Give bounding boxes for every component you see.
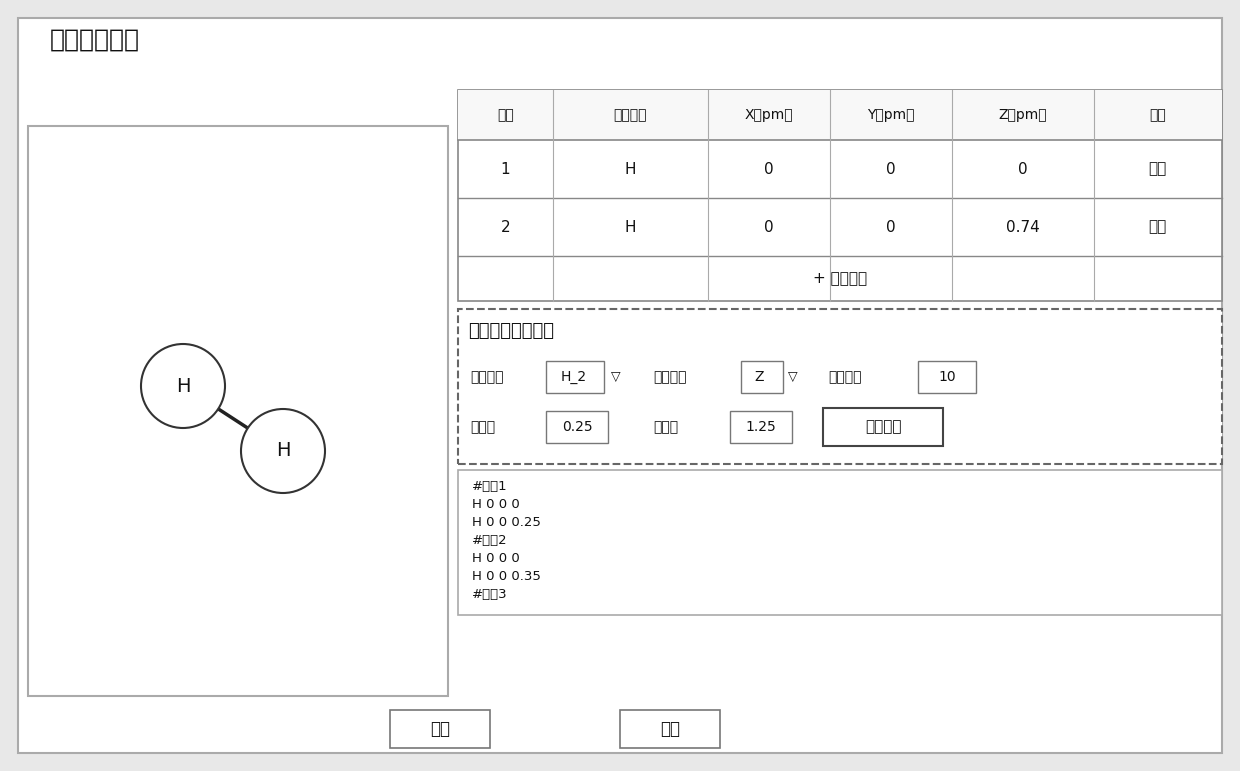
Text: 快速设置一组坐标: 快速设置一组坐标 xyxy=(467,322,554,340)
Text: 0.25: 0.25 xyxy=(562,420,593,434)
Text: Z（pm）: Z（pm） xyxy=(998,108,1047,122)
Text: #节点1: #节点1 xyxy=(472,480,507,493)
Text: 0: 0 xyxy=(1018,161,1028,177)
FancyBboxPatch shape xyxy=(620,710,720,748)
FancyBboxPatch shape xyxy=(546,361,604,393)
Text: 0: 0 xyxy=(885,220,895,234)
Text: 节点个数: 节点个数 xyxy=(828,370,862,384)
Text: 编号: 编号 xyxy=(497,108,513,122)
Text: H 0 0 0: H 0 0 0 xyxy=(472,551,520,564)
Text: ▽: ▽ xyxy=(611,371,621,383)
FancyBboxPatch shape xyxy=(458,90,1221,140)
FancyBboxPatch shape xyxy=(391,710,490,748)
FancyBboxPatch shape xyxy=(730,411,792,443)
Text: 删除: 删除 xyxy=(1148,161,1167,177)
FancyBboxPatch shape xyxy=(918,361,976,393)
Text: 确定: 确定 xyxy=(430,720,450,738)
Text: 扫描坐标: 扫描坐标 xyxy=(653,370,687,384)
FancyBboxPatch shape xyxy=(458,470,1221,615)
FancyBboxPatch shape xyxy=(823,408,942,446)
Text: X（pm）: X（pm） xyxy=(745,108,794,122)
Text: H 0 0 0: H 0 0 0 xyxy=(472,497,520,510)
Text: 0: 0 xyxy=(764,220,774,234)
Ellipse shape xyxy=(141,344,224,428)
FancyBboxPatch shape xyxy=(742,361,782,393)
Text: 2: 2 xyxy=(501,220,510,234)
Text: H: H xyxy=(625,220,636,234)
FancyBboxPatch shape xyxy=(458,90,1221,301)
Text: 起始値: 起始値 xyxy=(470,420,495,434)
Text: 10: 10 xyxy=(939,370,956,384)
Text: 结束値: 结束値 xyxy=(653,420,678,434)
Text: Y（pm）: Y（pm） xyxy=(867,108,914,122)
Text: + 添加原子: + 添加原子 xyxy=(813,271,867,286)
Text: 分子模型配置: 分子模型配置 xyxy=(50,28,140,52)
Text: H 0 0 0.25: H 0 0 0.25 xyxy=(472,516,541,528)
Text: 0: 0 xyxy=(764,161,774,177)
FancyBboxPatch shape xyxy=(19,18,1221,753)
Text: 0.74: 0.74 xyxy=(1006,220,1039,234)
FancyBboxPatch shape xyxy=(458,309,1221,464)
Text: H: H xyxy=(625,161,636,177)
Text: 0: 0 xyxy=(885,161,895,177)
FancyBboxPatch shape xyxy=(546,411,608,443)
Text: Z: Z xyxy=(754,370,764,384)
Text: ▽: ▽ xyxy=(789,371,797,383)
Text: 原子类型: 原子类型 xyxy=(614,108,647,122)
FancyBboxPatch shape xyxy=(29,126,448,696)
Text: 1: 1 xyxy=(501,161,510,177)
Text: 原子类型: 原子类型 xyxy=(470,370,503,384)
Text: 1.25: 1.25 xyxy=(745,420,776,434)
Text: 取消: 取消 xyxy=(660,720,680,738)
Text: 删除: 删除 xyxy=(1148,220,1167,234)
Text: 操作: 操作 xyxy=(1149,108,1166,122)
Text: #节点2: #节点2 xyxy=(472,534,507,547)
Ellipse shape xyxy=(241,409,325,493)
Text: H: H xyxy=(275,442,290,460)
Text: H 0 0 0.35: H 0 0 0.35 xyxy=(472,570,541,583)
Text: H_2: H_2 xyxy=(560,370,587,384)
Text: 快速生成: 快速生成 xyxy=(864,419,901,435)
Text: #节点3: #节点3 xyxy=(472,588,507,601)
Text: H: H xyxy=(176,376,190,396)
